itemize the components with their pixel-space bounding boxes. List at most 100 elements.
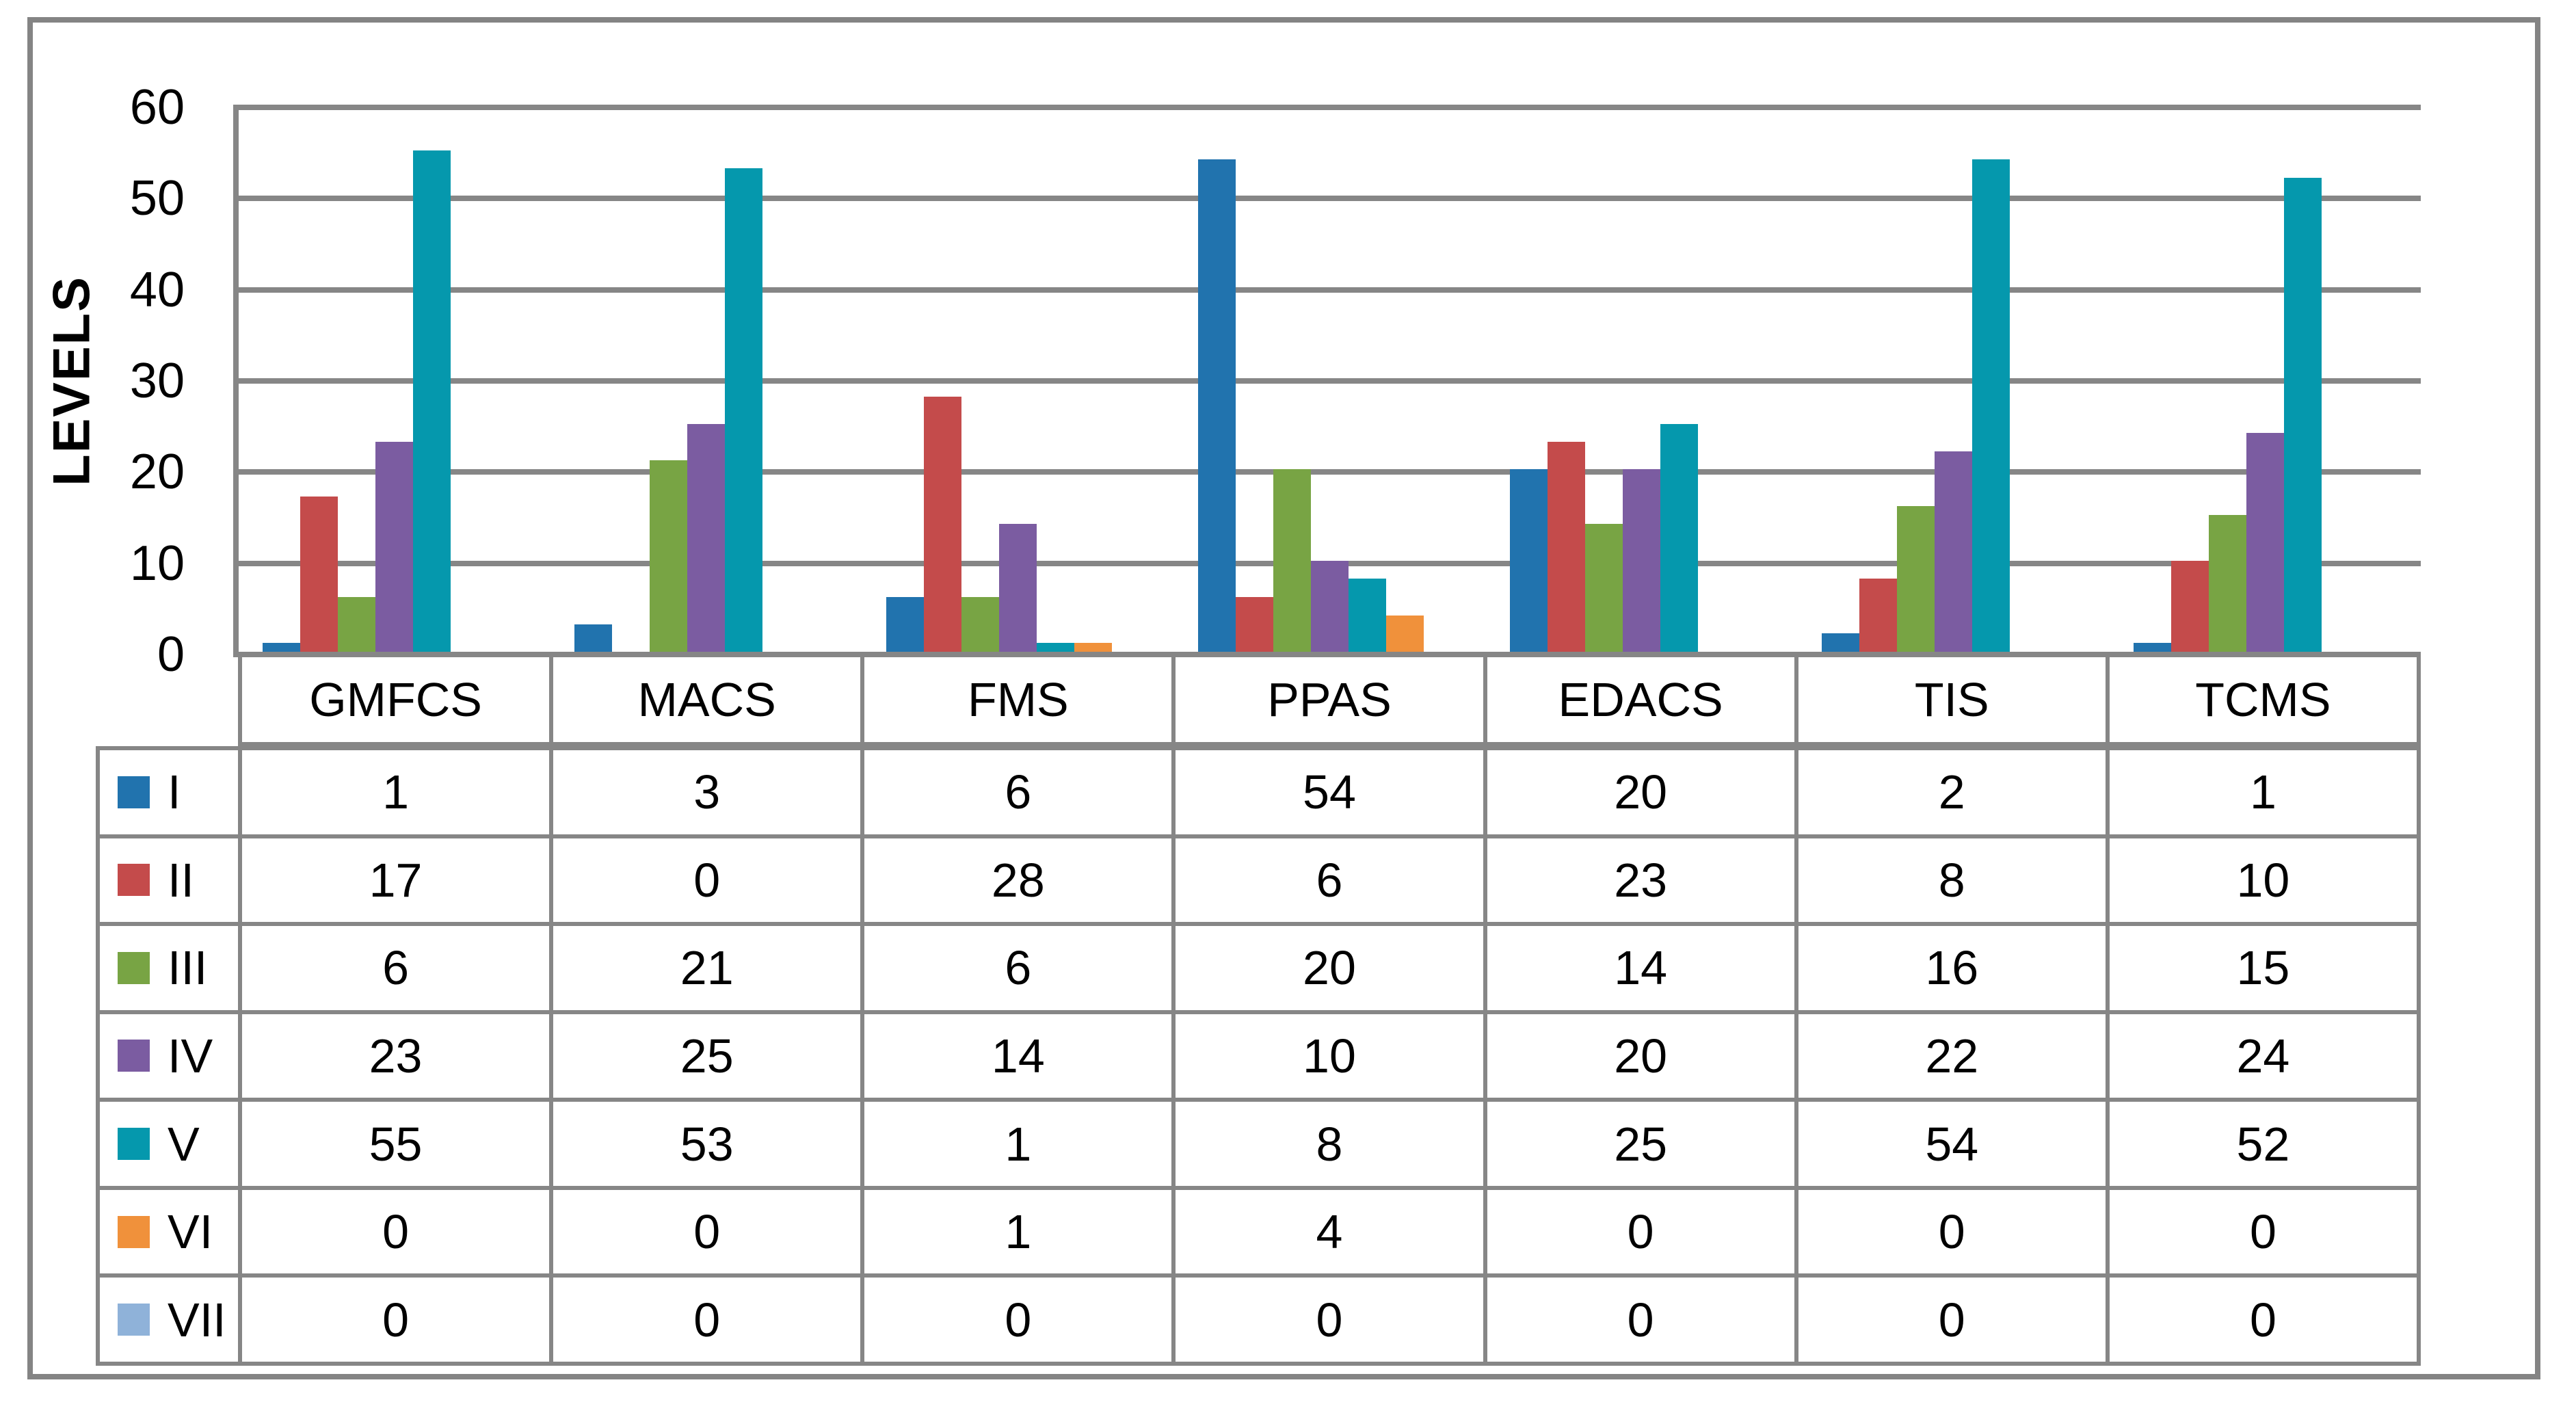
bar-I-PPAS [1198,159,1236,652]
value-cell-I-FMS: 6 [864,750,1172,834]
y-gridline-50 [238,196,2421,201]
legend-label-II: II [168,853,194,907]
value-cell-V-EDACS: 25 [1487,1102,1794,1186]
column-header-FMS: FMS [864,657,1172,742]
legend-cell-VII: VII [100,1278,238,1362]
value-cell-VI-TIS: 0 [1798,1189,2106,1274]
value-cell-III-TCMS: 15 [2109,926,2417,1010]
value-cell-VII-GMFCS: 0 [242,1278,550,1362]
data-table-header-row: GMFCS MACS FMS PPAS EDACS TIS TCMS [238,652,2421,746]
legend-swatch-VI [118,1215,150,1248]
value-cell-II-TCMS: 10 [2109,838,2417,923]
legend-swatch-V [118,1128,150,1161]
value-cell-IV-TIS: 22 [1798,1014,2106,1098]
legend-swatch-I [118,776,150,808]
value-cell-V-MACS: 53 [553,1102,861,1186]
legend-cell-I: I [100,750,238,834]
y-tick-label-30: 30 [129,354,185,408]
y-gridline-20 [238,469,2421,475]
legend-label-I: I [168,765,181,819]
value-cell-IV-EDACS: 20 [1487,1014,1794,1098]
value-cell-III-PPAS: 20 [1176,926,1483,1010]
value-cell-VII-EDACS: 0 [1487,1278,1794,1362]
legend-cell-II: II [100,838,238,923]
y-tick-label-10: 10 [129,536,185,591]
value-cell-VI-TCMS: 0 [2109,1189,2417,1274]
y-tick-label-0: 0 [157,627,185,682]
value-cell-III-EDACS: 14 [1487,926,1794,1010]
bar-IV-TIS [1935,451,1972,652]
value-cell-IV-TCMS: 24 [2109,1014,2417,1098]
bar-I-EDACS [1510,469,1548,652]
y-gridline-40 [238,287,2421,293]
bar-V-TIS [1972,159,2010,652]
bar-IV-GMFCS [375,442,413,652]
bar-II-TIS [1859,579,1897,652]
value-cell-III-FMS: 6 [864,926,1172,1010]
legend-cell-VI: VI [100,1189,238,1274]
bar-V-GMFCS [413,150,451,652]
value-cell-II-TIS: 8 [1798,838,2106,923]
legend-label-V: V [168,1117,200,1171]
value-cell-VII-TCMS: 0 [2109,1278,2417,1362]
legend-label-III: III [168,941,208,995]
value-cell-IV-MACS: 25 [553,1014,861,1098]
legend-label-IV: IV [168,1029,213,1083]
bar-V-EDACS [1660,424,1698,652]
bar-III-TCMS [2209,515,2246,652]
bar-II-GMFCS [300,497,338,652]
value-cell-II-PPAS: 6 [1176,838,1483,923]
bar-IV-PPAS [1311,561,1349,652]
value-cell-III-GMFCS: 6 [242,926,550,1010]
value-cell-IV-PPAS: 10 [1176,1014,1483,1098]
column-header-GMFCS: GMFCS [242,657,550,742]
data-table-body: I 1 3 6 54 20 2 1 II 17 0 28 6 23 8 10 III 6 21 6 20 14 16 15 IV… [96,746,2421,1366]
legend-cell-III: III [100,926,238,1010]
bar-I-GMFCS [263,643,300,652]
bar-V-FMS [1037,643,1074,652]
bar-III-MACS [650,460,687,652]
column-header-PPAS: PPAS [1176,657,1483,742]
bar-VI-FMS [1074,643,1112,652]
bar-V-MACS [725,168,762,652]
bar-II-EDACS [1548,442,1585,652]
legend-swatch-IV [118,1040,150,1072]
bar-IV-MACS [687,424,725,652]
bar-III-PPAS [1273,469,1311,652]
y-gridline-30 [238,378,2421,384]
value-cell-II-EDACS: 23 [1487,838,1794,923]
bar-I-TIS [1822,633,1859,652]
legend-swatch-III [118,951,150,984]
bar-I-MACS [574,624,612,652]
bar-III-GMFCS [338,597,375,652]
legend-cell-V: V [100,1102,238,1186]
bar-II-FMS [924,397,961,652]
value-cell-III-MACS: 21 [553,926,861,1010]
legend-swatch-VII [118,1304,150,1336]
value-cell-VII-FMS: 0 [864,1278,1172,1362]
value-cell-I-TIS: 2 [1798,750,2106,834]
bar-III-FMS [961,597,999,652]
value-cell-VII-PPAS: 0 [1176,1278,1483,1362]
bar-IV-FMS [999,524,1037,652]
bar-VI-PPAS [1386,616,1424,652]
value-cell-I-EDACS: 20 [1487,750,1794,834]
column-header-EDACS: EDACS [1487,657,1794,742]
bar-V-TCMS [2284,178,2322,652]
value-cell-II-GMFCS: 17 [242,838,550,923]
value-cell-I-MACS: 3 [553,750,861,834]
y-tick-label-20: 20 [129,445,185,499]
value-cell-VI-MACS: 0 [553,1189,861,1274]
value-cell-VI-EDACS: 0 [1487,1189,1794,1274]
bar-II-TCMS [2171,561,2209,652]
value-cell-IV-FMS: 14 [864,1014,1172,1098]
value-cell-V-TCMS: 52 [2109,1102,2417,1186]
column-header-TIS: TIS [1798,657,2106,742]
bar-II-PPAS [1236,597,1273,652]
value-cell-VII-TIS: 0 [1798,1278,2106,1362]
value-cell-II-MACS: 0 [553,838,861,923]
legend-label-VII: VII [168,1293,226,1347]
value-cell-I-TCMS: 1 [2109,750,2417,834]
legend-label-VI: VI [168,1205,213,1259]
